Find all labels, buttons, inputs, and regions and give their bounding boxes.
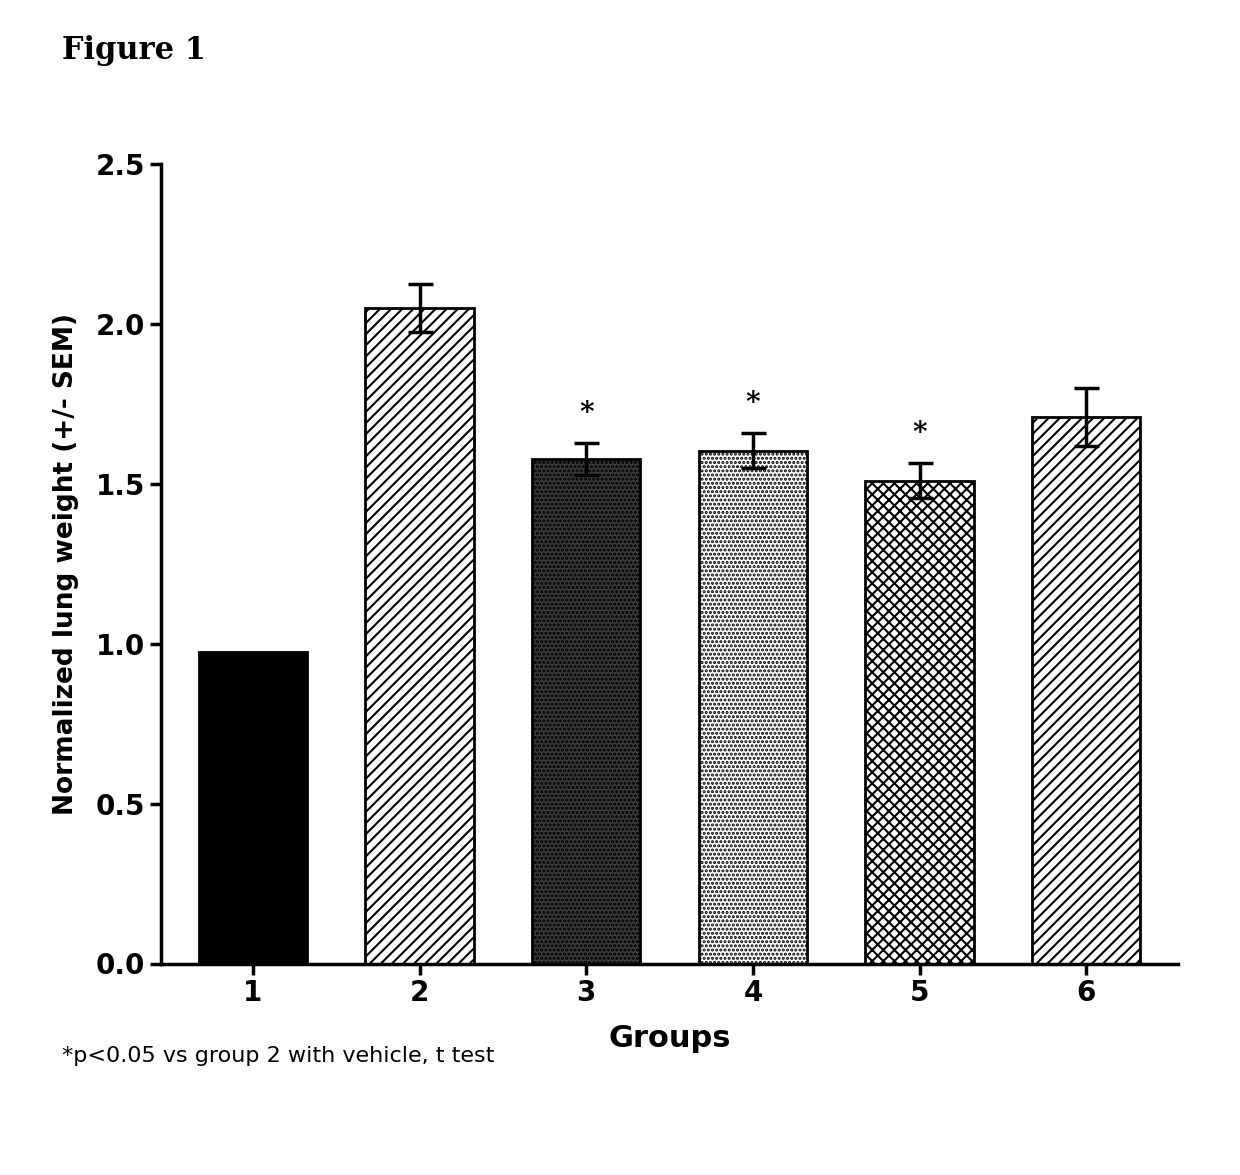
X-axis label: Groups: Groups (609, 1025, 730, 1053)
Bar (532, 458, 640, 964)
Bar (866, 481, 973, 964)
Text: *p<0.05 vs group 2 with vehicle, t test: *p<0.05 vs group 2 with vehicle, t test (62, 1046, 495, 1066)
Bar (366, 308, 474, 964)
Y-axis label: Normalized lung weight (+/- SEM): Normalized lung weight (+/- SEM) (53, 313, 79, 815)
Bar (699, 450, 807, 964)
Bar (198, 652, 308, 964)
Text: *: * (913, 421, 928, 448)
Text: *: * (745, 390, 760, 417)
Text: *: * (579, 400, 594, 427)
Text: Figure 1: Figure 1 (62, 35, 206, 66)
Bar (1032, 417, 1141, 964)
